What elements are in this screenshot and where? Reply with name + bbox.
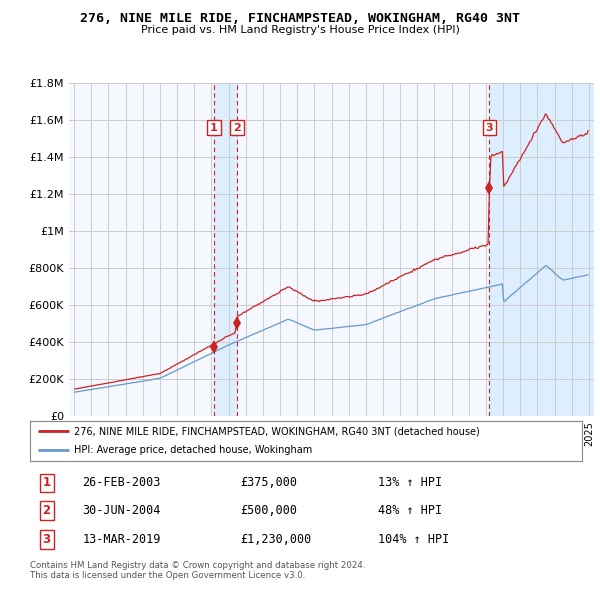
Text: £500,000: £500,000	[240, 504, 297, 517]
Text: 104% ↑ HPI: 104% ↑ HPI	[378, 533, 449, 546]
Bar	[490, 83, 594, 416]
Text: 276, NINE MILE RIDE, FINCHAMPSTEAD, WOKINGHAM, RG40 3NT: 276, NINE MILE RIDE, FINCHAMPSTEAD, WOKI…	[80, 12, 520, 25]
Text: Price paid vs. HM Land Registry's House Price Index (HPI): Price paid vs. HM Land Registry's House …	[140, 25, 460, 35]
Text: £1,230,000: £1,230,000	[240, 533, 311, 546]
Text: 276, NINE MILE RIDE, FINCHAMPSTEAD, WOKINGHAM, RG40 3NT (detached house): 276, NINE MILE RIDE, FINCHAMPSTEAD, WOKI…	[74, 427, 480, 436]
Text: HPI: Average price, detached house, Wokingham: HPI: Average price, detached house, Woki…	[74, 445, 313, 455]
Text: 1: 1	[210, 123, 218, 133]
Text: 13% ↑ HPI: 13% ↑ HPI	[378, 477, 442, 490]
Text: 3: 3	[43, 533, 50, 546]
Text: 2: 2	[43, 504, 50, 517]
Text: 30-JUN-2004: 30-JUN-2004	[82, 504, 161, 517]
Text: This data is licensed under the Open Government Licence v3.0.: This data is licensed under the Open Gov…	[30, 571, 305, 579]
Text: 3: 3	[485, 123, 493, 133]
Text: 26-FEB-2003: 26-FEB-2003	[82, 477, 161, 490]
Text: 1: 1	[43, 477, 50, 490]
Text: £375,000: £375,000	[240, 477, 297, 490]
Bar	[214, 83, 237, 416]
Text: Contains HM Land Registry data © Crown copyright and database right 2024.: Contains HM Land Registry data © Crown c…	[30, 560, 365, 569]
Text: 2: 2	[233, 123, 241, 133]
Text: 48% ↑ HPI: 48% ↑ HPI	[378, 504, 442, 517]
Text: 13-MAR-2019: 13-MAR-2019	[82, 533, 161, 546]
